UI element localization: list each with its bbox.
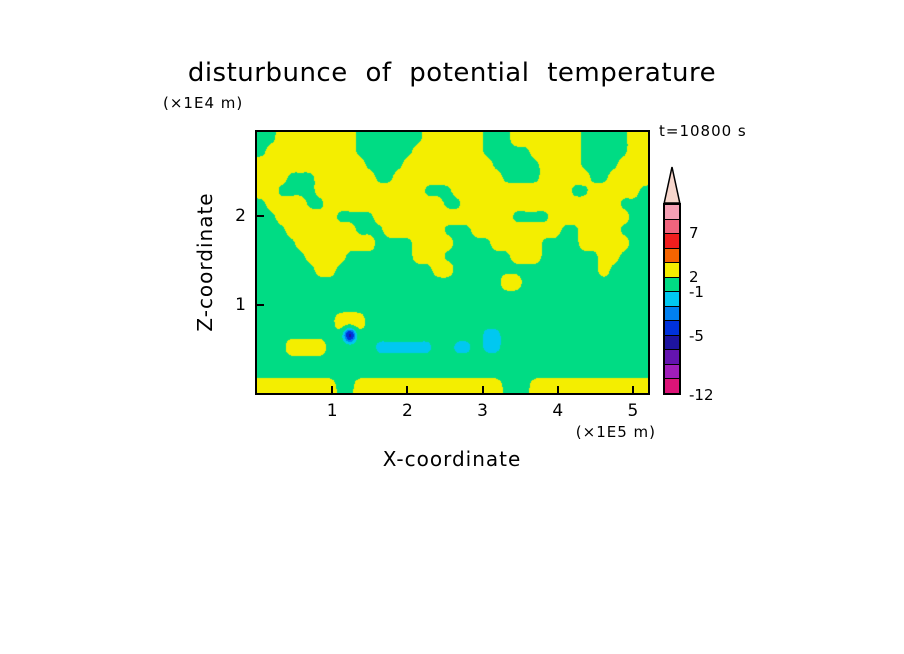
- z-tick-label-0: 1: [235, 294, 246, 315]
- colorbar-segment: [665, 247, 679, 263]
- colorbar-segment: [665, 378, 679, 393]
- x-tick-mark: [481, 386, 484, 393]
- colorbar-segment: [665, 276, 679, 292]
- colorbar-segment: [665, 218, 679, 234]
- z-tick-mark: [257, 303, 264, 306]
- colorbar-label-0: 7: [689, 223, 699, 242]
- x-tick-label-0: 1: [326, 401, 338, 421]
- x-axis-label: X-coordinate: [382, 447, 522, 471]
- colorbar-label-2: -1: [689, 282, 704, 301]
- colorbar-segment: [665, 262, 679, 277]
- x-tick-label-2: 3: [477, 401, 488, 421]
- time-annotation: t=10800 s: [659, 122, 747, 140]
- page-title: disturbunce of potential temperature: [187, 58, 717, 88]
- x-tick-mark: [631, 386, 634, 393]
- z-axis-label: Z-coordinate: [193, 192, 217, 332]
- colorbar-segment: [665, 233, 679, 248]
- x-tick-mark: [556, 386, 559, 393]
- colorbar-arrow-icon: [663, 166, 681, 204]
- colorbar-segment: [665, 305, 679, 321]
- colorbar-arrow-shape: [663, 166, 681, 204]
- x-tick-mark: [331, 386, 334, 393]
- x-tick-label-3: 4: [552, 401, 564, 421]
- contour-canvas: [257, 132, 648, 393]
- colorbar-segment: [665, 349, 679, 364]
- x-tick-label-4: 5: [627, 401, 639, 421]
- colorbar-label-4: -12: [689, 386, 714, 404]
- colorbar-segments: [663, 203, 681, 395]
- z-tick-label-1: 2: [235, 206, 246, 227]
- z-tick-mark: [257, 215, 264, 218]
- x-tick-mark: [406, 386, 409, 393]
- colorbar-label-1: 2: [689, 267, 699, 286]
- colorbar-segment: [665, 334, 679, 350]
- x-tick-label-1: 2: [401, 401, 413, 421]
- colorbar-segment: [665, 320, 679, 335]
- colorbar-segment: [665, 205, 679, 219]
- plot-area: [255, 130, 650, 395]
- x-axis-unit: (×1E5 m): [575, 423, 656, 441]
- colorbar-label-3: -5: [689, 326, 704, 345]
- colorbar-segment: [665, 363, 679, 379]
- colorbar-segment: [665, 291, 679, 306]
- z-axis-unit: (×1E4 m): [163, 94, 244, 112]
